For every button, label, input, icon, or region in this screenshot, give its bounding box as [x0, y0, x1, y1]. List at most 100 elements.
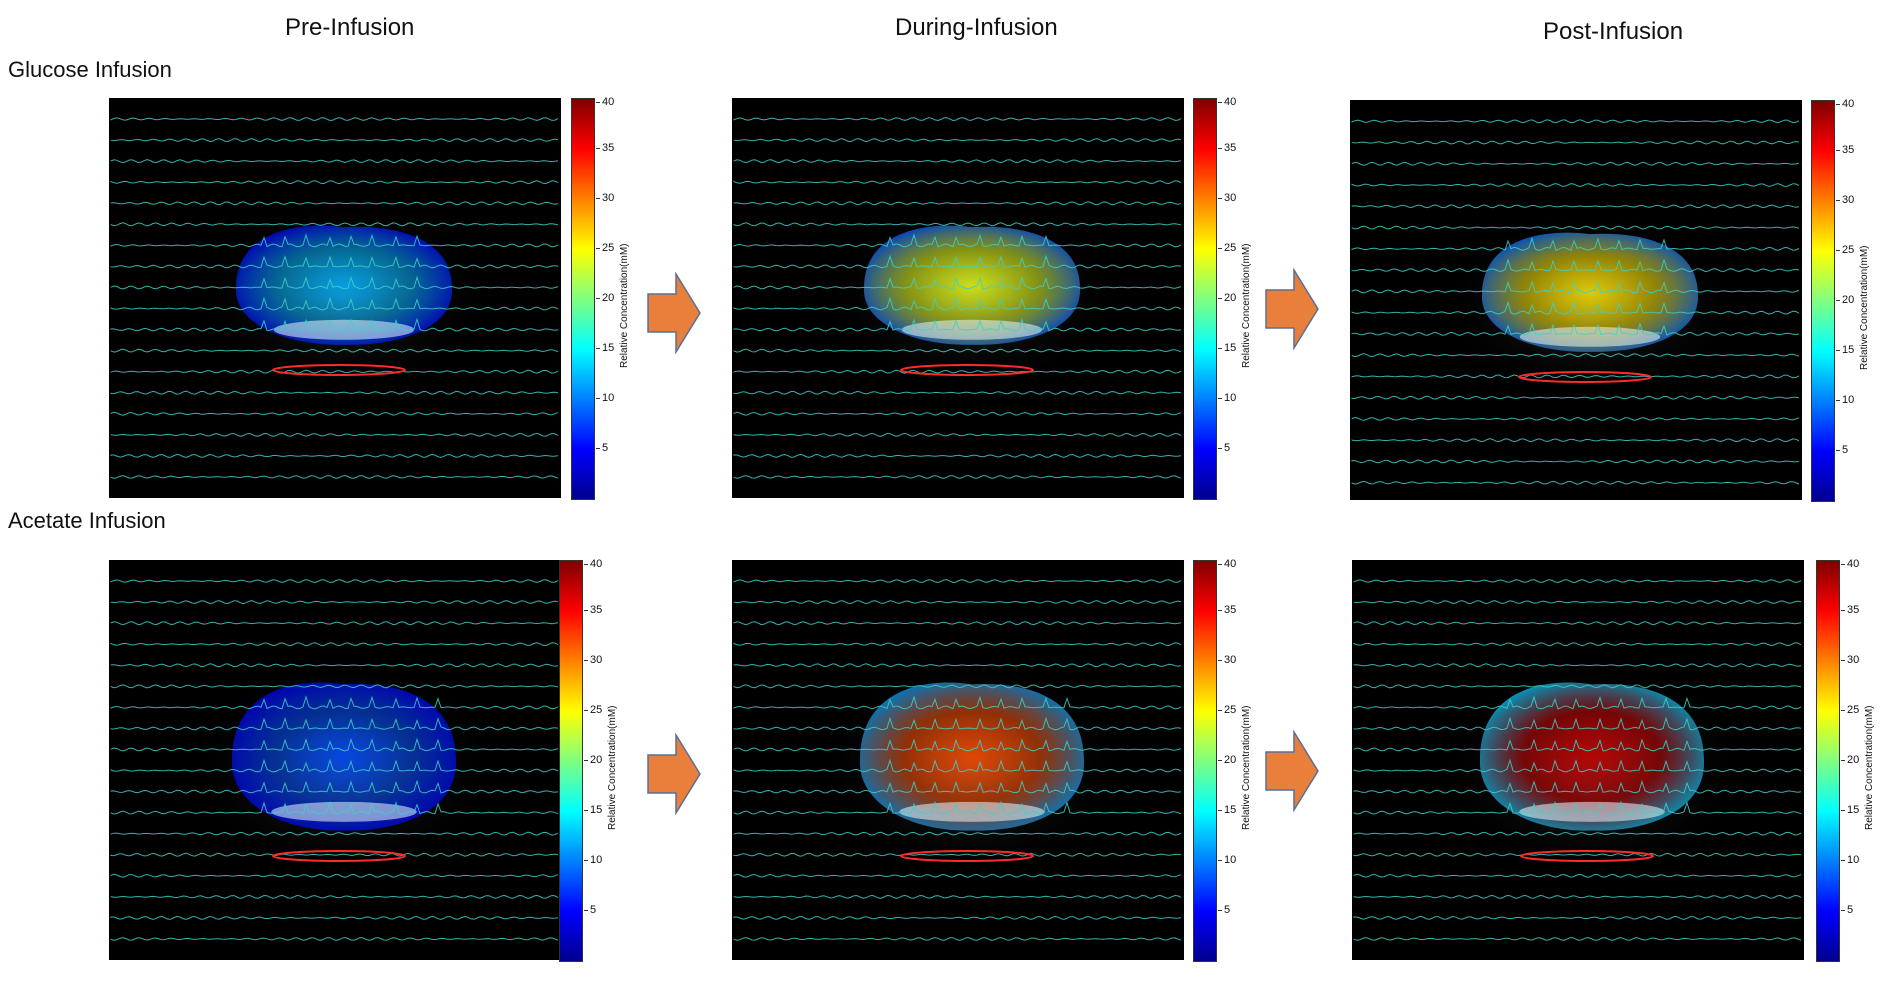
- colorbar-tick-label: 30: [1217, 192, 1237, 204]
- spectrum-trace: [110, 758, 559, 773]
- colorbar-tick-label: 10: [583, 854, 603, 866]
- mri-overlay-image: [733, 117, 1182, 479]
- spectrum-trace: [1353, 684, 1802, 689]
- colorbar-axis-label: Relative Concentration(mM): [1241, 243, 1252, 369]
- spectrum-trace: [1351, 395, 1800, 400]
- spectrum-trace: [110, 800, 559, 815]
- panel-acetate-pre: [109, 560, 561, 960]
- roi-ellipse: [272, 850, 406, 862]
- spectrum-trace: [110, 296, 559, 311]
- row-title-acetate-infusion: Acetate Infusion: [8, 508, 166, 533]
- spectrum-trace: [733, 180, 1182, 185]
- spectrum-trace: [1353, 894, 1802, 899]
- spectrum-trace: [1353, 738, 1802, 752]
- colorbar-tick-label: 20: [1217, 292, 1237, 304]
- spectrum-trace: [1353, 915, 1802, 920]
- colorbar-tick-label: 40: [1217, 96, 1237, 108]
- spectrum-trace: [1353, 831, 1802, 836]
- colorbar-tick-label: 15: [1840, 804, 1860, 816]
- spectrum-trace: [110, 222, 559, 227]
- colorbar-tick-label: 30: [583, 654, 603, 666]
- spectrum-trace: [733, 758, 1182, 773]
- metabolite-overlay: [231, 682, 457, 831]
- colorbar-tick-label: 25: [1217, 704, 1237, 716]
- spectrum-trace: [110, 348, 559, 353]
- spectrum-trace: [1351, 353, 1800, 358]
- spectrum-trace: [733, 432, 1182, 437]
- mri-overlay-image: [733, 579, 1182, 941]
- colorbar-tick-label: 25: [1217, 242, 1237, 254]
- colorbar-tick-label: 30: [1835, 194, 1855, 206]
- colorbar-tick-label: 40: [583, 558, 603, 570]
- colorbar-tick-label: 35: [1840, 604, 1860, 616]
- roi-ellipse: [900, 850, 1034, 862]
- spectrum-trace: [733, 852, 1182, 857]
- spectrum-trace: [733, 233, 1182, 248]
- spectrum-trace: [1351, 225, 1800, 230]
- spectrum-trace: [1353, 936, 1802, 941]
- spectrum-trace: [733, 117, 1182, 122]
- spectrum-trace: [733, 621, 1182, 626]
- spectrum-trace: [1351, 258, 1800, 273]
- colorbar: [571, 98, 595, 500]
- spectrum-trace: [1351, 300, 1800, 315]
- spectrum-trace: [1351, 161, 1800, 166]
- spectrum-trace: [1351, 183, 1800, 188]
- spectrum-trace: [733, 201, 1182, 206]
- spectrum-trace: [733, 254, 1182, 269]
- spectrum-trace: [1351, 236, 1800, 251]
- spectrum-trace: [110, 852, 559, 857]
- spectrum-trace: [110, 159, 559, 164]
- colorbar-tick-label: 25: [583, 704, 603, 716]
- spectrum-trace: [733, 716, 1182, 731]
- spectrum-trace: [1353, 600, 1802, 605]
- metabolite-overlay: [235, 225, 453, 345]
- colorbar-tick-label: 5: [1217, 442, 1231, 454]
- bright-rim: [1519, 326, 1661, 347]
- spectrum-trace: [733, 600, 1182, 605]
- panel-glucose-post: [1350, 100, 1802, 500]
- colorbar-tick-label: 15: [595, 342, 615, 354]
- spectrum-trace: [1353, 852, 1802, 857]
- spectrum-trace: [733, 411, 1182, 416]
- colorbar-tick-label: 40: [1217, 558, 1237, 570]
- metabolite-overlay: [859, 682, 1085, 831]
- panel-acetate-during: [732, 560, 1184, 960]
- spectrum-trace: [733, 222, 1182, 227]
- spectrum-trace: [110, 600, 559, 605]
- spectrum-trace: [110, 579, 559, 584]
- mri-overlay-image: [1353, 579, 1802, 941]
- spectrum-trace: [110, 737, 559, 752]
- spectrum-trace: [733, 695, 1182, 710]
- colorbar-tick-label: 10: [1217, 854, 1237, 866]
- colorbar-tick-label: 20: [1217, 754, 1237, 766]
- bright-rim: [1519, 801, 1665, 822]
- spectrum-trace: [110, 716, 559, 731]
- colorbar-axis-label: Relative Concentration(mM): [1859, 245, 1870, 371]
- colorbar: [1811, 100, 1835, 502]
- spectrum-trace: [110, 369, 559, 374]
- mri-overlay-image: [110, 579, 559, 941]
- spectrum-trace: [733, 276, 1182, 290]
- colorbar-tick-label: 40: [595, 96, 615, 108]
- spectrum-trace: [733, 159, 1182, 164]
- spectrum-trace: [733, 348, 1182, 353]
- spectrum-trace: [110, 117, 559, 122]
- colorbar-tick-label: 10: [1840, 854, 1860, 866]
- spectrum-trace: [1351, 140, 1800, 145]
- colorbar-tick-label: 20: [583, 754, 603, 766]
- colorbar-axis-label: Relative Concentration(mM): [1241, 705, 1252, 831]
- colorbar-tick-label: 25: [1835, 244, 1855, 256]
- spectrum-trace: [1353, 663, 1802, 668]
- spectrum-trace: [733, 684, 1182, 689]
- spectrum-trace: [733, 915, 1182, 920]
- colorbar-tick-label: 15: [583, 804, 603, 816]
- colorbar-tick-label: 25: [1840, 704, 1860, 716]
- spectrum-trace: [110, 663, 559, 668]
- colorbar-axis-label: Relative Concentration(mM): [607, 705, 618, 831]
- spectrum-trace: [733, 317, 1182, 332]
- panel-glucose-during: [732, 98, 1184, 498]
- roi-ellipse: [1520, 850, 1654, 862]
- colorbar-tick-label: 10: [595, 392, 615, 404]
- roi-ellipse: [900, 364, 1034, 376]
